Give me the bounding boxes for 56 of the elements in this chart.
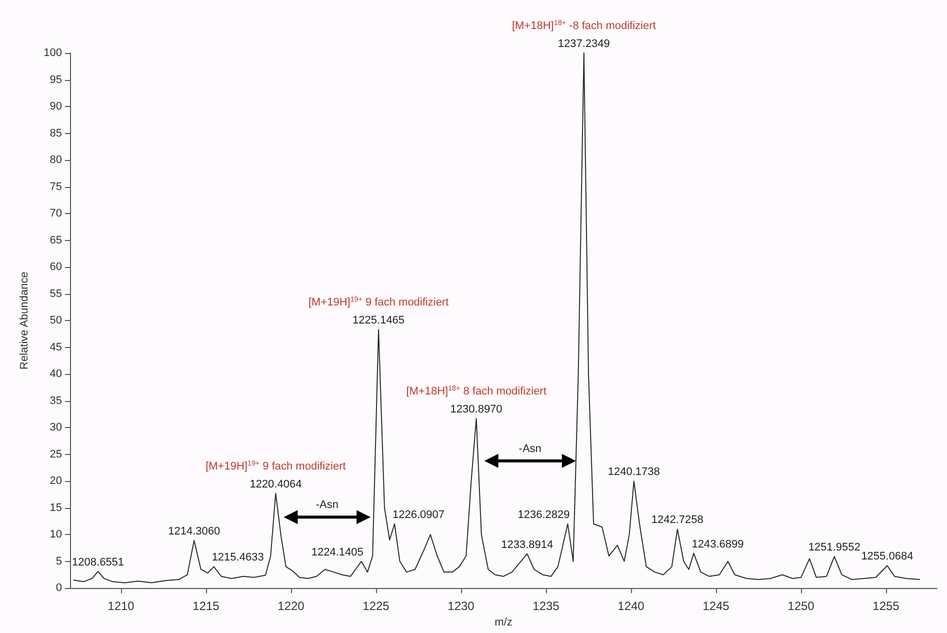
- y-tick-label: 45: [50, 341, 62, 354]
- y-tick-label: 90: [50, 100, 62, 113]
- x-tick-label: 1210: [108, 599, 135, 614]
- annotation: -Asn: [316, 499, 338, 512]
- annotation: 1224.1405: [311, 546, 364, 558]
- x-tick-label: 1225: [362, 599, 390, 614]
- y-tick-label: 55: [50, 288, 62, 300]
- x-axis-title: m/z: [494, 616, 512, 628]
- x-tick-label: 1220: [278, 599, 305, 614]
- y-tick-label: 40: [50, 368, 62, 380]
- y-tick-label: 20: [50, 475, 62, 488]
- annotation: 1226.0907: [392, 508, 445, 521]
- x-tick-label: 1230: [448, 599, 475, 614]
- annotation: [M+18H]$^{18+}$ -8 fach modifiziert: [512, 19, 656, 32]
- annotation: 1233.8914: [501, 538, 554, 551]
- x-tick-label: 1215: [192, 599, 220, 614]
- y-tick-label: 50: [50, 314, 62, 327]
- annotation: 1255.0684: [861, 550, 914, 563]
- y-tick-label: 30: [50, 422, 62, 434]
- y-tick-label: 5: [56, 555, 62, 568]
- annotation: 1214.3060: [168, 525, 220, 538]
- y-axis-title: Relative Abundance: [18, 272, 30, 370]
- y-tick-label: 95: [50, 74, 62, 86]
- x-tick-label: 1250: [788, 599, 815, 614]
- annotation: [M+18H]$^{18+}$ 8 fach modifiziert: [406, 384, 546, 398]
- annotation: 1220.4064: [250, 478, 302, 490]
- y-tick-label: 85: [50, 127, 62, 140]
- y-tick-label: 60: [50, 261, 62, 274]
- y-tick-label: 15: [50, 502, 62, 514]
- y-tick-label: 25: [50, 448, 62, 460]
- annotation: 1230.8970: [450, 403, 502, 416]
- annotation: 1215.4633: [212, 552, 264, 564]
- annotation: 1242.7258: [651, 514, 704, 526]
- y-tick-label: 65: [50, 234, 62, 246]
- y-tick-label: 0: [56, 582, 62, 594]
- x-tick-label: 1240: [618, 599, 645, 614]
- annotation: [M+19H]$^{19+}$ 9 fach modifiziert: [206, 459, 346, 472]
- annotation: [M+19H]$^{19+}$ 9 fach modifiziert: [308, 296, 449, 309]
- y-tick-label: 10: [50, 528, 62, 541]
- annotation: 1237.2349: [558, 38, 610, 50]
- y-tick-label: 75: [50, 180, 62, 193]
- x-tick-label: 1255: [872, 599, 900, 614]
- annotation: 1236.2829: [518, 508, 570, 521]
- y-tick-label: 35: [50, 394, 62, 407]
- y-tick-label: 70: [50, 208, 62, 220]
- annotation: 1243.6899: [692, 538, 744, 550]
- annotation: 1225.1465: [352, 314, 405, 327]
- x-tick-label: 1235: [532, 599, 560, 614]
- annotation: 1240.1738: [608, 466, 660, 478]
- annotation: 1208.6551: [72, 556, 124, 569]
- x-tick-label: 1245: [702, 599, 730, 614]
- annotation: 1251.9552: [808, 542, 860, 554]
- line-series: [72, 52, 920, 584]
- annotation: -Asn: [518, 442, 542, 455]
- y-tick-label: 100: [44, 47, 62, 59]
- y-tick-label: 80: [50, 154, 62, 166]
